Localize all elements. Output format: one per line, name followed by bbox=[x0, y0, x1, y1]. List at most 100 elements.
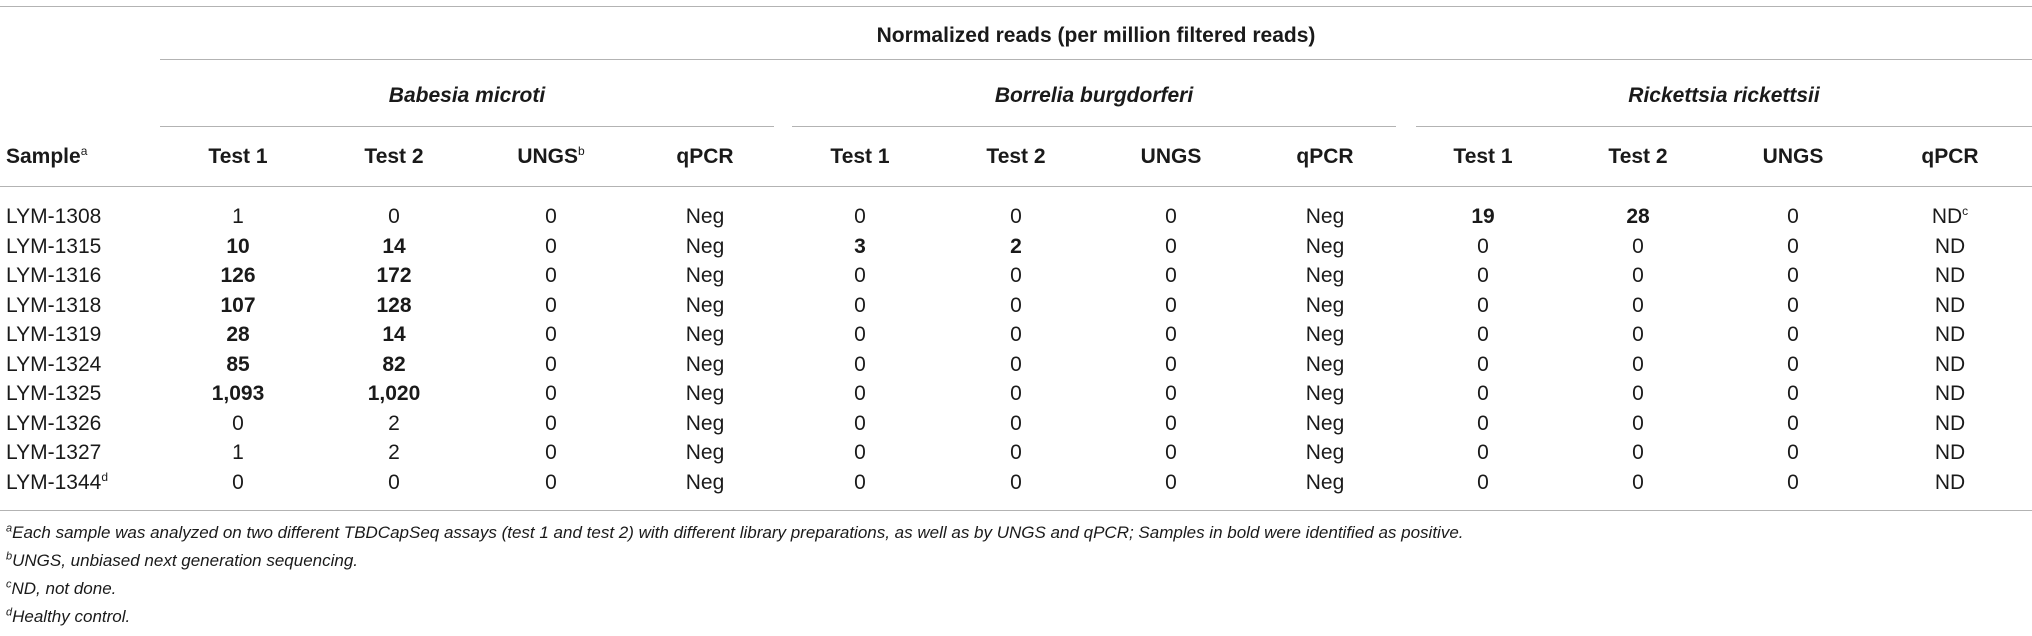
table-cell: Neg bbox=[1305, 323, 1345, 346]
table-cell: 82 bbox=[382, 352, 406, 376]
table-cell: NDc bbox=[1931, 204, 1969, 228]
table-cell: 1 bbox=[232, 441, 244, 464]
table-cell: 19 bbox=[1471, 205, 1495, 228]
table-cell: 0 bbox=[1632, 470, 1644, 494]
table-cell: 85 bbox=[226, 352, 250, 376]
table-cell: 0 bbox=[1787, 411, 1799, 435]
table-cell: 0 bbox=[854, 205, 866, 228]
table-cell: 128 bbox=[376, 293, 412, 317]
table-cell: 0 bbox=[545, 441, 557, 464]
table-cell: 0 bbox=[1632, 382, 1644, 405]
table-cell: 0 bbox=[1010, 382, 1022, 405]
table-cell: 3 bbox=[854, 234, 866, 258]
table-cell: 14 bbox=[382, 323, 406, 346]
table-cell: 0 bbox=[1010, 205, 1022, 228]
table-cell: 172 bbox=[376, 264, 412, 287]
table-cell: 0 bbox=[1165, 323, 1177, 346]
column-header: Test 1 bbox=[208, 145, 268, 168]
table-cell: 0 bbox=[854, 411, 866, 435]
table-cell: 0 bbox=[854, 470, 866, 494]
table-cell: ND bbox=[1934, 441, 1966, 464]
sample-id-cell: LYM-1319 bbox=[6, 323, 102, 346]
super-header-title: Normalized reads (per million filtered r… bbox=[876, 24, 1316, 47]
table-cell: 0 bbox=[1010, 323, 1022, 346]
group-header-babesia: Babesia microti bbox=[388, 84, 546, 107]
table-cell: 28 bbox=[1626, 205, 1650, 228]
table-cell: 0 bbox=[545, 264, 557, 287]
table-cell: ND bbox=[1934, 352, 1966, 376]
table-cell: 0 bbox=[1632, 293, 1644, 317]
table-cell: 0 bbox=[1165, 382, 1177, 405]
table-cell: 0 bbox=[545, 411, 557, 435]
table-cell: 10 bbox=[226, 234, 250, 258]
footnote: aEach sample was analyzed on two differe… bbox=[6, 522, 1464, 542]
column-header-sample: Samplea bbox=[6, 144, 88, 168]
table-top-rule bbox=[0, 6, 2032, 7]
table-cell: 0 bbox=[854, 382, 866, 405]
table-cell: 0 bbox=[1787, 323, 1799, 346]
table-cell: Neg bbox=[685, 234, 725, 258]
table-cell: 0 bbox=[1787, 441, 1799, 464]
column-header: UNGS bbox=[1762, 145, 1824, 168]
column-header: Test 1 bbox=[830, 145, 890, 168]
table-cell: Neg bbox=[1305, 470, 1345, 494]
table-cell: Neg bbox=[685, 205, 725, 228]
sample-id-cell: LYM-1326 bbox=[6, 411, 102, 435]
table-cell: 0 bbox=[1787, 205, 1799, 228]
table-cell: 0 bbox=[1165, 234, 1177, 258]
table-cell: 0 bbox=[854, 264, 866, 287]
table-cell: 0 bbox=[1010, 411, 1022, 435]
table-cell: 28 bbox=[226, 323, 250, 346]
table-cell: 0 bbox=[232, 411, 244, 435]
footnote: bUNGS, unbiased next generation sequenci… bbox=[6, 550, 359, 570]
table-cell: Neg bbox=[685, 411, 725, 435]
table-cell: 0 bbox=[854, 293, 866, 317]
table-cell: 0 bbox=[1477, 234, 1489, 258]
footnote: cND, not done. bbox=[6, 578, 117, 598]
group-rule-babesia bbox=[160, 126, 774, 127]
sample-id-cell: LYM-1318 bbox=[6, 293, 102, 317]
table-cell: ND bbox=[1934, 234, 1966, 258]
table-cell: 0 bbox=[1632, 323, 1644, 346]
table-cell: 0 bbox=[1477, 264, 1489, 287]
table-cell: 0 bbox=[1632, 352, 1644, 376]
table-cell: 0 bbox=[232, 470, 244, 494]
table-cell: 0 bbox=[545, 323, 557, 346]
sample-id-cell: LYM-1315 bbox=[6, 234, 102, 258]
table-cell: 0 bbox=[1010, 293, 1022, 317]
column-header: Test 2 bbox=[986, 145, 1046, 168]
table-cell: 0 bbox=[1632, 411, 1644, 435]
table-cell: Neg bbox=[685, 352, 725, 376]
table-cell: ND bbox=[1934, 382, 1966, 405]
table-cell: 0 bbox=[1787, 352, 1799, 376]
table-cell: Neg bbox=[1305, 264, 1345, 287]
table-cell: Neg bbox=[1305, 293, 1345, 317]
column-header: qPCR bbox=[1921, 145, 1979, 168]
table-cell: 0 bbox=[1787, 264, 1799, 287]
column-header: UNGSb bbox=[517, 144, 585, 168]
table-cell: ND bbox=[1934, 470, 1966, 494]
table-cell: 0 bbox=[1787, 470, 1799, 494]
table-cell: 2 bbox=[388, 411, 400, 435]
column-header: Test 2 bbox=[364, 145, 424, 168]
group-rule-borrelia bbox=[792, 126, 1396, 127]
table-cell: 0 bbox=[1165, 293, 1177, 317]
table-cell: 0 bbox=[1010, 441, 1022, 464]
table-cell: Neg bbox=[685, 293, 725, 317]
table-cell: Neg bbox=[1305, 352, 1345, 376]
table-cell: ND bbox=[1934, 264, 1966, 287]
table-cell: Neg bbox=[1305, 382, 1345, 405]
table-cell: 0 bbox=[854, 323, 866, 346]
table-bottom-rule bbox=[0, 510, 2032, 511]
table-cell: 0 bbox=[1010, 264, 1022, 287]
sample-id-cell: LYM-1308 bbox=[6, 205, 102, 228]
footnote: dHealthy control. bbox=[6, 606, 131, 626]
table-cell: 0 bbox=[545, 234, 557, 258]
table-cell: 0 bbox=[388, 205, 400, 228]
table-cell: Neg bbox=[1305, 205, 1345, 228]
table-cell: 0 bbox=[1787, 293, 1799, 317]
sample-id-cell: LYM-1327 bbox=[6, 441, 102, 464]
table-cell: 0 bbox=[545, 352, 557, 376]
table-cell: 0 bbox=[545, 470, 557, 494]
table-cell: ND bbox=[1934, 323, 1966, 346]
